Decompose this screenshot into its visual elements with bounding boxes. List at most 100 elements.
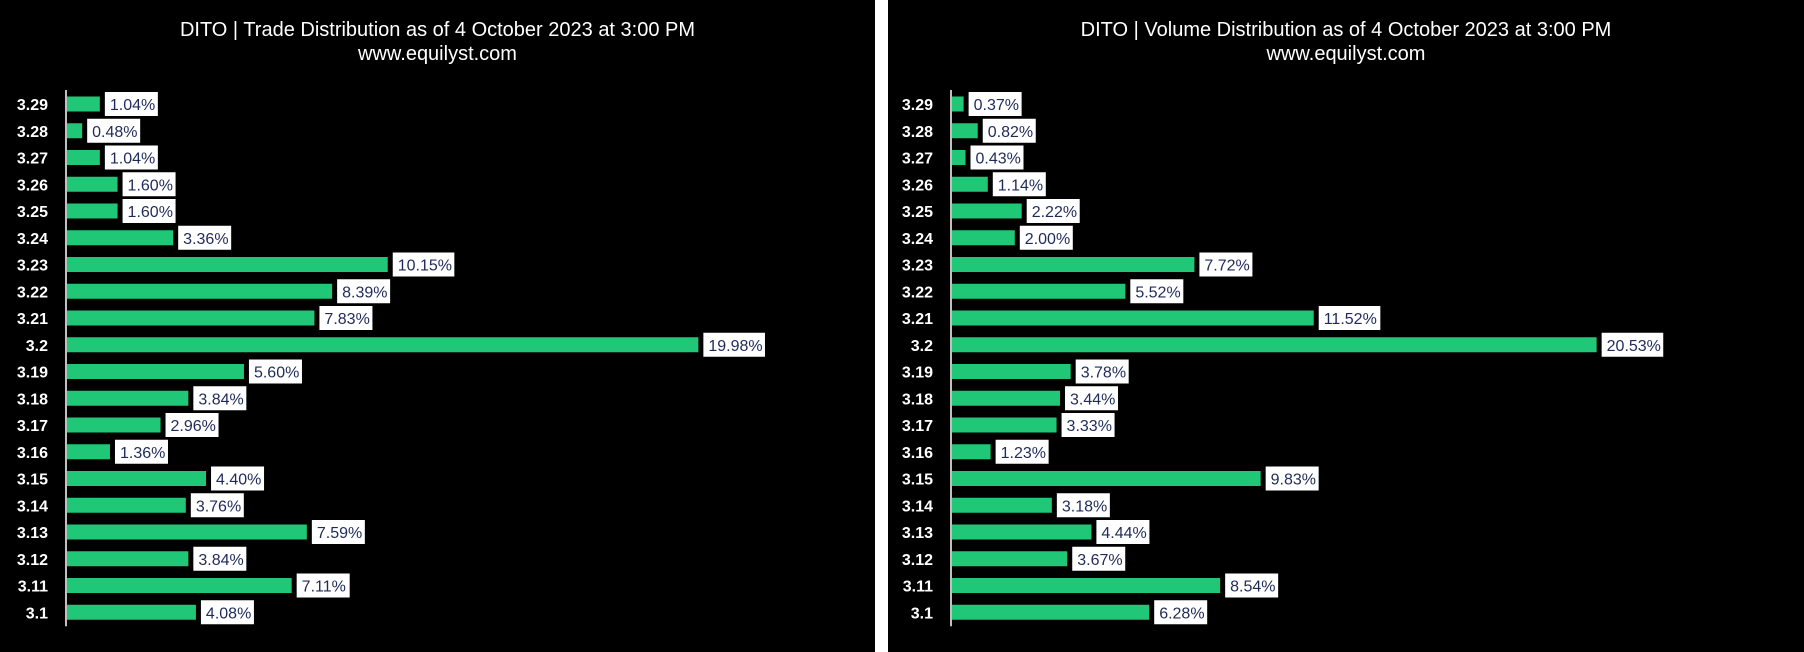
- y-tick-label: 3.22: [17, 284, 48, 301]
- y-tick-label: 3.12: [17, 552, 48, 569]
- data-label: 4.08%: [206, 605, 251, 622]
- data-label-box: [104, 145, 158, 170]
- y-tick-label: 3.29: [902, 97, 933, 114]
- data-label: 0.37%: [974, 97, 1019, 114]
- bar: [952, 551, 1068, 567]
- data-label-box: [970, 145, 1024, 170]
- data-label: 5.52%: [1135, 284, 1180, 301]
- y-tick-label: 3.27: [902, 151, 933, 168]
- data-label: 1.60%: [128, 177, 173, 194]
- y-tick-label: 3.22: [902, 284, 933, 301]
- chart-subtitle: www.equilyst.com: [1266, 43, 1426, 65]
- data-label: 4.40%: [216, 472, 261, 489]
- y-tick-label: 3.13: [17, 525, 48, 542]
- y-tick-label: 3.18: [902, 391, 933, 408]
- data-label-box: [296, 573, 350, 598]
- y-tick-label: 3.1: [911, 605, 933, 622]
- bar: [67, 417, 161, 433]
- chart-title: DITO | Volume Distribution as of 4 Octob…: [1080, 19, 1612, 41]
- data-label: 19.98%: [708, 338, 762, 355]
- y-tick-label: 3.15: [17, 472, 48, 489]
- data-label-box: [87, 118, 141, 143]
- bar: [952, 257, 1195, 272]
- y-tick-label: 3.24: [17, 231, 48, 248]
- data-label-box: [995, 439, 1049, 464]
- data-label-box: [1318, 306, 1381, 330]
- bar: [952, 337, 1597, 353]
- data-label: 8.39%: [342, 284, 387, 301]
- data-label: 3.33%: [1067, 418, 1112, 435]
- y-tick-label: 3.26: [17, 177, 48, 194]
- volume-distribution-panel: DITO | Volume Distribution as of 4 Octob…: [888, 0, 1804, 652]
- volume-distribution-chart: 3.29 0.37%3.28 0.82%3.27 0.43%3.26 1.14%3.25…: [902, 90, 1664, 627]
- y-tick-label: 3.16: [902, 445, 933, 462]
- y-tick-label: 3.11: [18, 579, 48, 596]
- chart-subtitle: www.equilyst.com: [358, 43, 517, 65]
- bar: [952, 96, 964, 112]
- y-tick-label: 3.17: [17, 418, 48, 435]
- data-label: 0.43%: [976, 151, 1021, 168]
- data-label: 11.52%: [1324, 311, 1377, 328]
- bar: [952, 123, 978, 139]
- y-tick-label: 3.29: [17, 97, 48, 114]
- y-tick-label: 3.19: [17, 365, 48, 382]
- data-label: 7.83%: [324, 311, 369, 328]
- data-label-box: [1056, 493, 1110, 518]
- data-label: 3.18%: [1062, 498, 1107, 515]
- data-label-box: [165, 413, 219, 437]
- data-label-box: [114, 439, 168, 464]
- bar: [952, 524, 1092, 540]
- chart-title: DITO | Trade Distribution as of 4 Octobe…: [179, 19, 696, 41]
- data-label-box: [1199, 252, 1253, 277]
- data-label: 3.36%: [183, 231, 228, 248]
- data-label: 3.78%: [1081, 365, 1126, 382]
- trade-distribution-panel: DITO | Trade Distribution as of 4 Octobe…: [0, 0, 875, 652]
- data-label: 1.23%: [1001, 445, 1046, 462]
- data-label-box: [1130, 279, 1184, 304]
- bar: [952, 471, 1261, 486]
- bar: [67, 257, 388, 272]
- bar: [952, 176, 988, 192]
- bar: [952, 310, 1314, 326]
- data-label-box: [1019, 225, 1073, 250]
- data-label-box: [193, 386, 247, 411]
- bar: [67, 283, 333, 299]
- data-label: 6.28%: [1159, 605, 1204, 622]
- data-label-box: [703, 332, 765, 357]
- bar: [952, 444, 991, 460]
- y-tick-label: 3.17: [902, 418, 933, 435]
- data-label-box: [1072, 546, 1126, 571]
- data-label: 0.82%: [988, 124, 1033, 141]
- data-label-box: [1601, 332, 1664, 357]
- data-label-box: [1026, 199, 1080, 223]
- y-tick-label: 3.18: [17, 391, 48, 408]
- data-label-box: [193, 546, 247, 571]
- bar: [67, 551, 189, 567]
- y-tick-label: 3.27: [17, 151, 48, 168]
- bar: [67, 203, 118, 219]
- y-tick-label: 3.2: [911, 338, 933, 355]
- y-tick-label: 3.28: [17, 124, 48, 141]
- bar: [67, 471, 207, 486]
- data-label-box: [1096, 520, 1150, 544]
- bar: [952, 578, 1221, 593]
- bar: [952, 497, 1052, 513]
- bar: [952, 150, 966, 165]
- bar: [952, 203, 1022, 219]
- data-label-box: [1154, 600, 1208, 625]
- bar: [67, 123, 83, 139]
- y-tick-label: 3.14: [902, 498, 933, 515]
- data-label-box: [1075, 359, 1129, 384]
- y-tick-label: 3.1: [26, 605, 48, 622]
- data-label: 3.84%: [198, 552, 243, 569]
- bar: [952, 390, 1061, 406]
- data-label-box: [104, 92, 158, 116]
- bar: [67, 176, 118, 192]
- y-tick-label: 3.26: [902, 177, 933, 194]
- y-tick-label: 3.12: [902, 552, 933, 569]
- y-tick-label: 3.19: [902, 365, 933, 382]
- data-label: 2.96%: [171, 418, 216, 435]
- data-label-box: [122, 199, 176, 223]
- data-label: 20.53%: [1607, 338, 1661, 355]
- data-label: 1.04%: [110, 151, 155, 168]
